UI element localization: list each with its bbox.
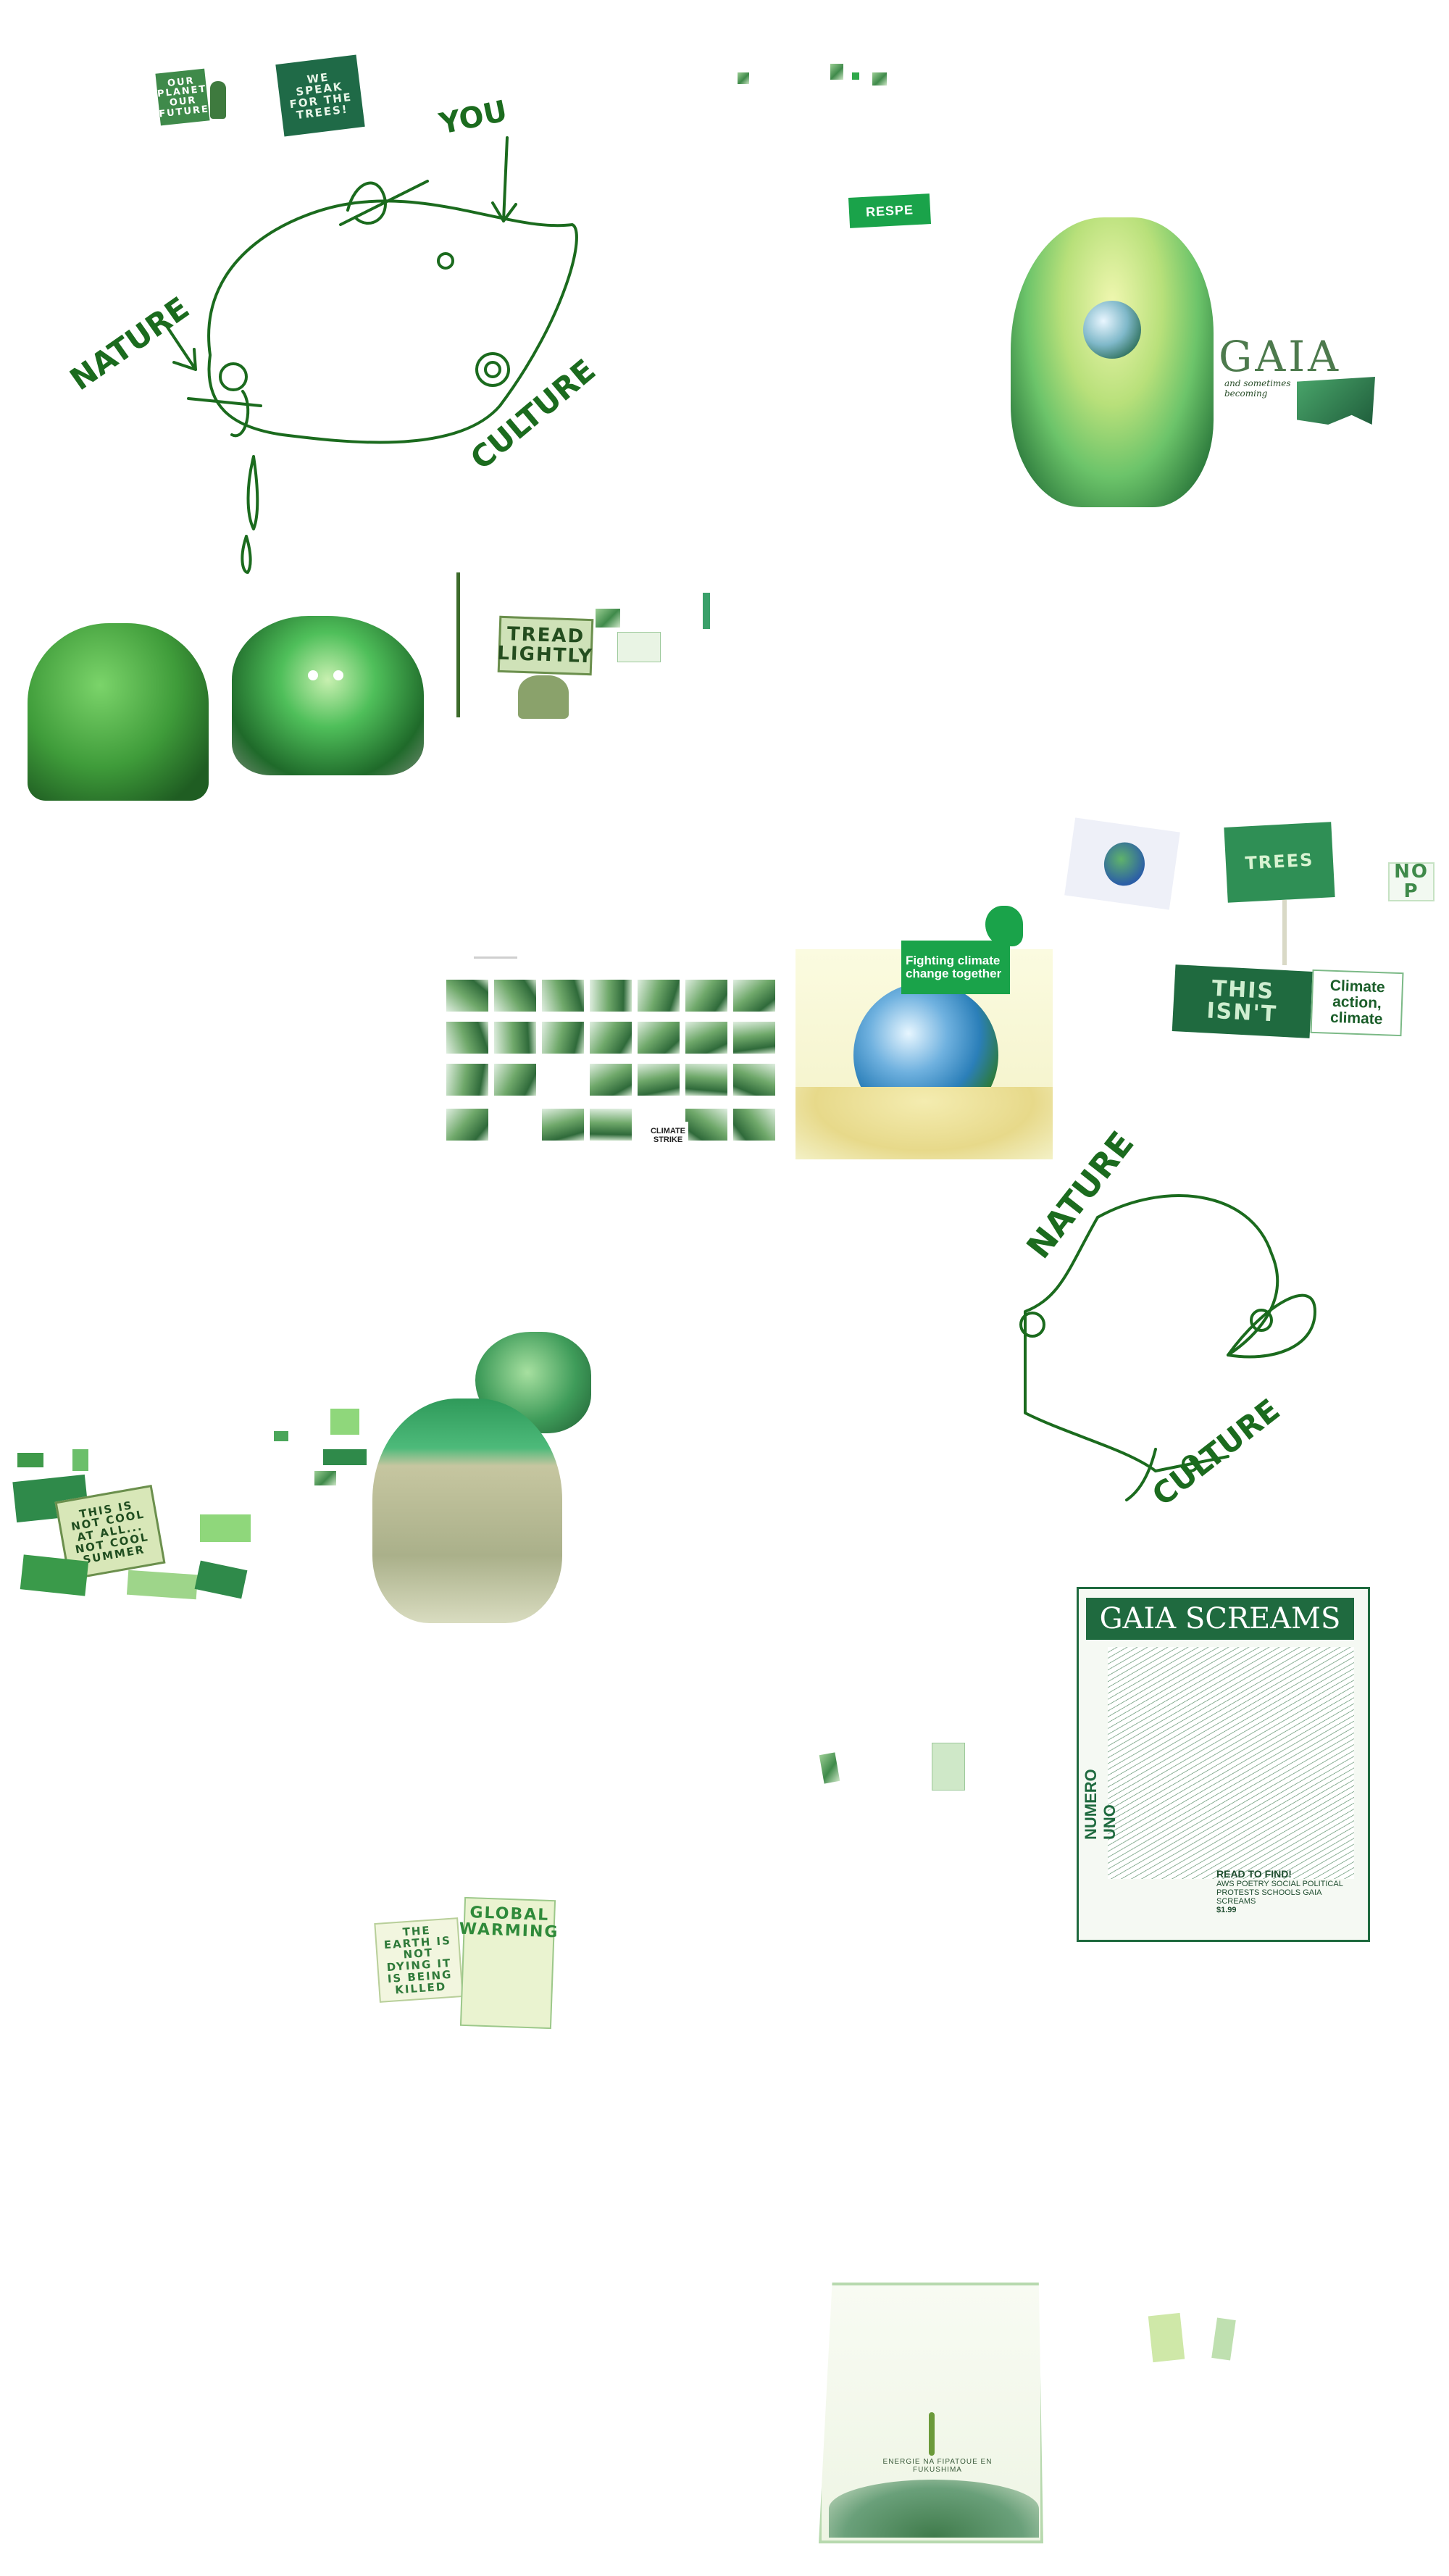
hands — [796, 1087, 1053, 1159]
tiny-thumbnail — [852, 72, 859, 80]
tread-lightly-sign: TREAD LIGHTLY — [497, 615, 594, 676]
grid-photo-tile — [590, 980, 632, 1012]
dinosaur-icon — [985, 906, 1023, 946]
grid-photo-tile — [446, 1064, 488, 1096]
zine-note: READ TO FIND! AWS POETRY SOCIAL POLITICA… — [1216, 1868, 1354, 1914]
creature-eye — [333, 670, 343, 680]
lava-creature-image — [232, 616, 424, 775]
grid-photo-tile — [733, 1022, 775, 1054]
hands-globe-image — [796, 949, 1053, 1159]
earth-dying-sign: THE EARTH IS NOT DYING IT IS BEING KILLE… — [374, 1917, 464, 2003]
grid-photo-tile — [733, 1064, 775, 1096]
no-sign: NO P — [1388, 862, 1435, 901]
small-badge-card — [1148, 2312, 1185, 2363]
moss-goddess-image — [28, 623, 209, 801]
small-collage-thumbnail — [617, 632, 661, 662]
global-warming-sign: GLOBAL WARMING — [459, 1896, 559, 2030]
tiny-thumbnail — [830, 64, 843, 80]
zine-note-body: AWS POETRY SOCIAL POLITICAL PROTESTS SCH… — [1216, 1880, 1343, 1906]
gaia-small-card — [1297, 377, 1375, 425]
respect-banner: RESPE — [848, 193, 932, 228]
grid-photo-tile — [638, 1064, 680, 1096]
scattered-sign — [126, 1570, 199, 1600]
grid-photo-tile — [542, 1022, 584, 1054]
grid-photo-tile — [590, 1109, 632, 1141]
grid-photo-tile — [733, 1109, 775, 1141]
scattered-sign — [194, 1560, 248, 1599]
grid-photo-tile — [494, 980, 536, 1012]
poster-caption: ENERGIE NA FIPATOUE EN FUKUSHIMA — [882, 2458, 993, 2474]
zine-title: GAIA SCREAMS — [1086, 1598, 1354, 1640]
you-label: YOU — [436, 94, 511, 141]
zine-illustration — [1108, 1647, 1354, 1879]
nature-culture-sketch-top: NATURE YOU CULTURE — [64, 94, 602, 574]
grid-photo-tile — [446, 1109, 488, 1141]
small-collage-thumbnail — [596, 609, 620, 628]
grid-photo-tile — [590, 1064, 632, 1096]
gaia-screams-zine: GAIA SCREAMS NUMERO UNO READ TO FIND! AW… — [1077, 1587, 1370, 1942]
grid-photo-tile — [685, 1109, 727, 1141]
creature-eye — [308, 670, 318, 680]
scattered-sign — [20, 1554, 89, 1596]
globe-drawing-card — [1064, 817, 1180, 910]
grid-photo-tile — [494, 1022, 536, 1054]
gaia-title: GAIA — [1219, 332, 1342, 381]
nature-culture-sketch-bottom: NATURE CULTURE — [1019, 1124, 1316, 1513]
small-card — [932, 1743, 965, 1791]
grid-photo-tile — [685, 1064, 727, 1096]
grid-photo-tile — [494, 1064, 536, 1096]
grid-photo-tile — [542, 980, 584, 1012]
trees-sign: TREES — [1224, 822, 1335, 903]
grid-photo-tile — [638, 980, 680, 1012]
small-badge-card — [1211, 2317, 1236, 2361]
grid-photo-tile — [446, 980, 488, 1012]
grid-photo-tile — [446, 1022, 488, 1054]
scattered-sign — [330, 1409, 359, 1435]
scattered-sign — [200, 1514, 251, 1542]
grid-photo-tile — [685, 1022, 727, 1054]
gaia-figure-image — [1011, 217, 1214, 507]
sprout-icon — [929, 2412, 935, 2456]
grid-photo-tile — [685, 980, 727, 1012]
tiny-thumbnail — [872, 72, 887, 86]
scattered-sign — [323, 1449, 367, 1465]
protester-with-sign — [518, 675, 569, 719]
energy-poster: ENERGIE NA FIPATOUE EN FUKUSHIMA — [819, 2283, 1043, 2543]
this-isnt-sign: THIS ISN'T — [1172, 964, 1314, 1038]
protester-figure — [210, 81, 226, 119]
fighting-climate-change-label: Fighting climate change together — [901, 941, 1010, 994]
scattered-sign — [314, 1471, 336, 1485]
rubble-image — [829, 2480, 1039, 2538]
small-card — [819, 1752, 840, 1784]
grid-photo-tile — [638, 1022, 680, 1054]
statue-head-image — [372, 1399, 562, 1623]
scattered-sign — [17, 1453, 43, 1467]
grid-photo-tile — [733, 980, 775, 1012]
culture-label-bottom: CULTURE — [1145, 1392, 1286, 1513]
globe-drawing — [1101, 839, 1148, 889]
globe-image — [1083, 301, 1141, 359]
sapling-illustration — [456, 572, 504, 717]
zine-side-label: NUMERO UNO — [1082, 1769, 1119, 1840]
grid-photo-tile — [542, 1109, 584, 1141]
scattered-sign — [72, 1449, 88, 1471]
scattered-sign — [274, 1431, 288, 1441]
zine-price: $1.99 — [1216, 1906, 1237, 1914]
tiny-figure — [703, 593, 710, 629]
nature-label-top: NATURE — [64, 290, 196, 397]
nature-label-bottom: NATURE — [1019, 1124, 1141, 1266]
zine-note-title: READ TO FIND! — [1216, 1868, 1292, 1880]
tiny-thumbnail — [738, 72, 749, 84]
grid-photo-tile — [590, 1022, 632, 1054]
climate-action-sign: Climate action, climate — [1310, 969, 1404, 1037]
gaia-caption: and sometimes becoming — [1224, 378, 1291, 399]
sign-pole — [1282, 900, 1287, 965]
climate-strike-tile: CLIMATE STRIKE — [648, 1122, 688, 1151]
grid-caption-line — [474, 956, 517, 959]
photo-grid-collage: CLIMATE STRIKE — [443, 956, 788, 1156]
